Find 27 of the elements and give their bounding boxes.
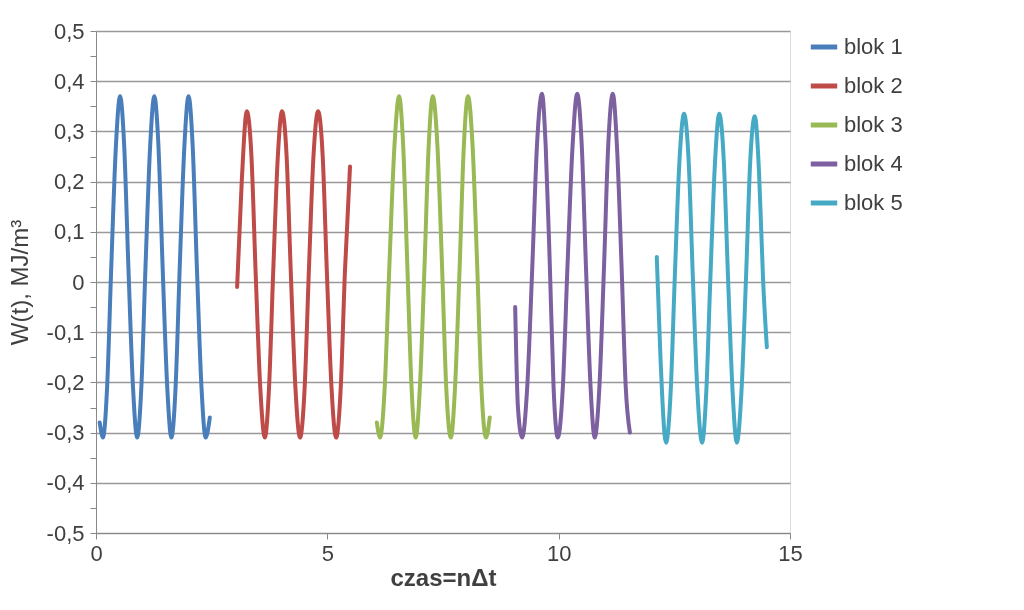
line-series xyxy=(374,94,492,440)
y-tick-label: 0,2 xyxy=(53,169,85,195)
x-tick-label: 15 xyxy=(778,540,803,566)
y-tick-label: -0,5 xyxy=(46,520,85,546)
x-tick-label: 10 xyxy=(546,540,572,566)
line-series xyxy=(513,91,632,440)
line-series xyxy=(654,111,769,445)
legend-label: blok 5 xyxy=(844,190,903,215)
x-tick-label: 5 xyxy=(321,540,334,566)
y-tick-label: -0,1 xyxy=(46,319,85,345)
y-tick-label: -0,4 xyxy=(46,470,85,496)
legend-label: blok 1 xyxy=(844,34,903,59)
y-tick-label: 0 xyxy=(72,269,85,295)
y-tick-label: -0,2 xyxy=(46,369,85,395)
x-tick-label: 0 xyxy=(90,540,103,566)
y-tick-label: -0,3 xyxy=(46,420,85,446)
line-series xyxy=(97,94,212,440)
x-axis-title: czas=nΔt xyxy=(390,563,497,591)
legend-label: blok 3 xyxy=(844,112,903,137)
legend-label: blok 4 xyxy=(844,151,903,176)
y-tick-label: 0,3 xyxy=(53,118,85,144)
line-series xyxy=(235,109,352,440)
legend-label: blok 2 xyxy=(844,73,903,98)
y-axis-title: W(t), MJ/m³ xyxy=(5,219,33,346)
y-tick-label: 0,4 xyxy=(53,68,85,94)
y-tick-label: 0,1 xyxy=(53,219,85,245)
y-tick-label: 0,5 xyxy=(53,18,85,44)
